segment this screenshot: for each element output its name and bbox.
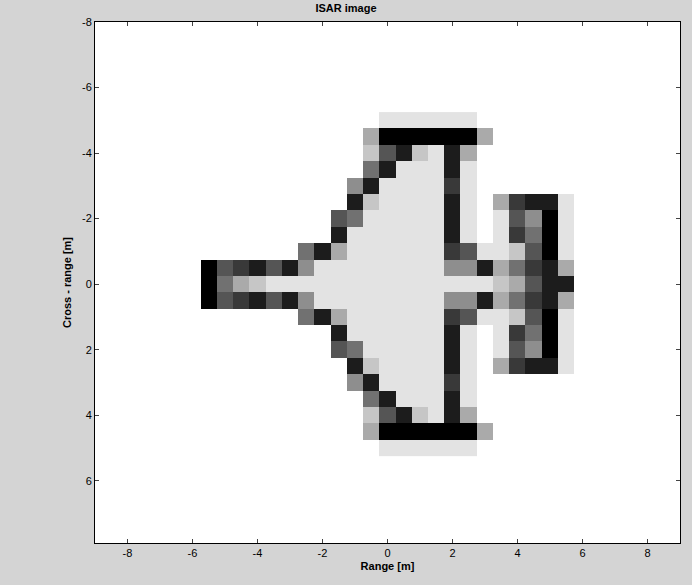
svg-text:6: 6 [579,547,585,559]
svg-text:2: 2 [449,547,455,559]
svg-text:8: 8 [644,547,650,559]
svg-text:4: 4 [514,547,520,559]
svg-text:6: 6 [86,475,92,487]
svg-text:Cross - range [m]: Cross - range [m] [61,237,73,328]
svg-text:0: 0 [384,547,390,559]
svg-text:-6: -6 [82,81,92,93]
svg-text:-6: -6 [188,547,198,559]
svg-text:-8: -8 [123,547,133,559]
svg-text:-8: -8 [82,16,92,28]
svg-text:4: 4 [86,409,92,421]
svg-text:Range [m]: Range [m] [361,560,415,572]
svg-text:-2: -2 [82,212,92,224]
svg-text:-2: -2 [318,547,328,559]
svg-text:0: 0 [86,278,92,290]
svg-text:-4: -4 [82,147,92,159]
svg-text:ISAR image: ISAR image [315,2,376,14]
svg-text:2: 2 [86,344,92,356]
svg-text:-4: -4 [253,547,263,559]
